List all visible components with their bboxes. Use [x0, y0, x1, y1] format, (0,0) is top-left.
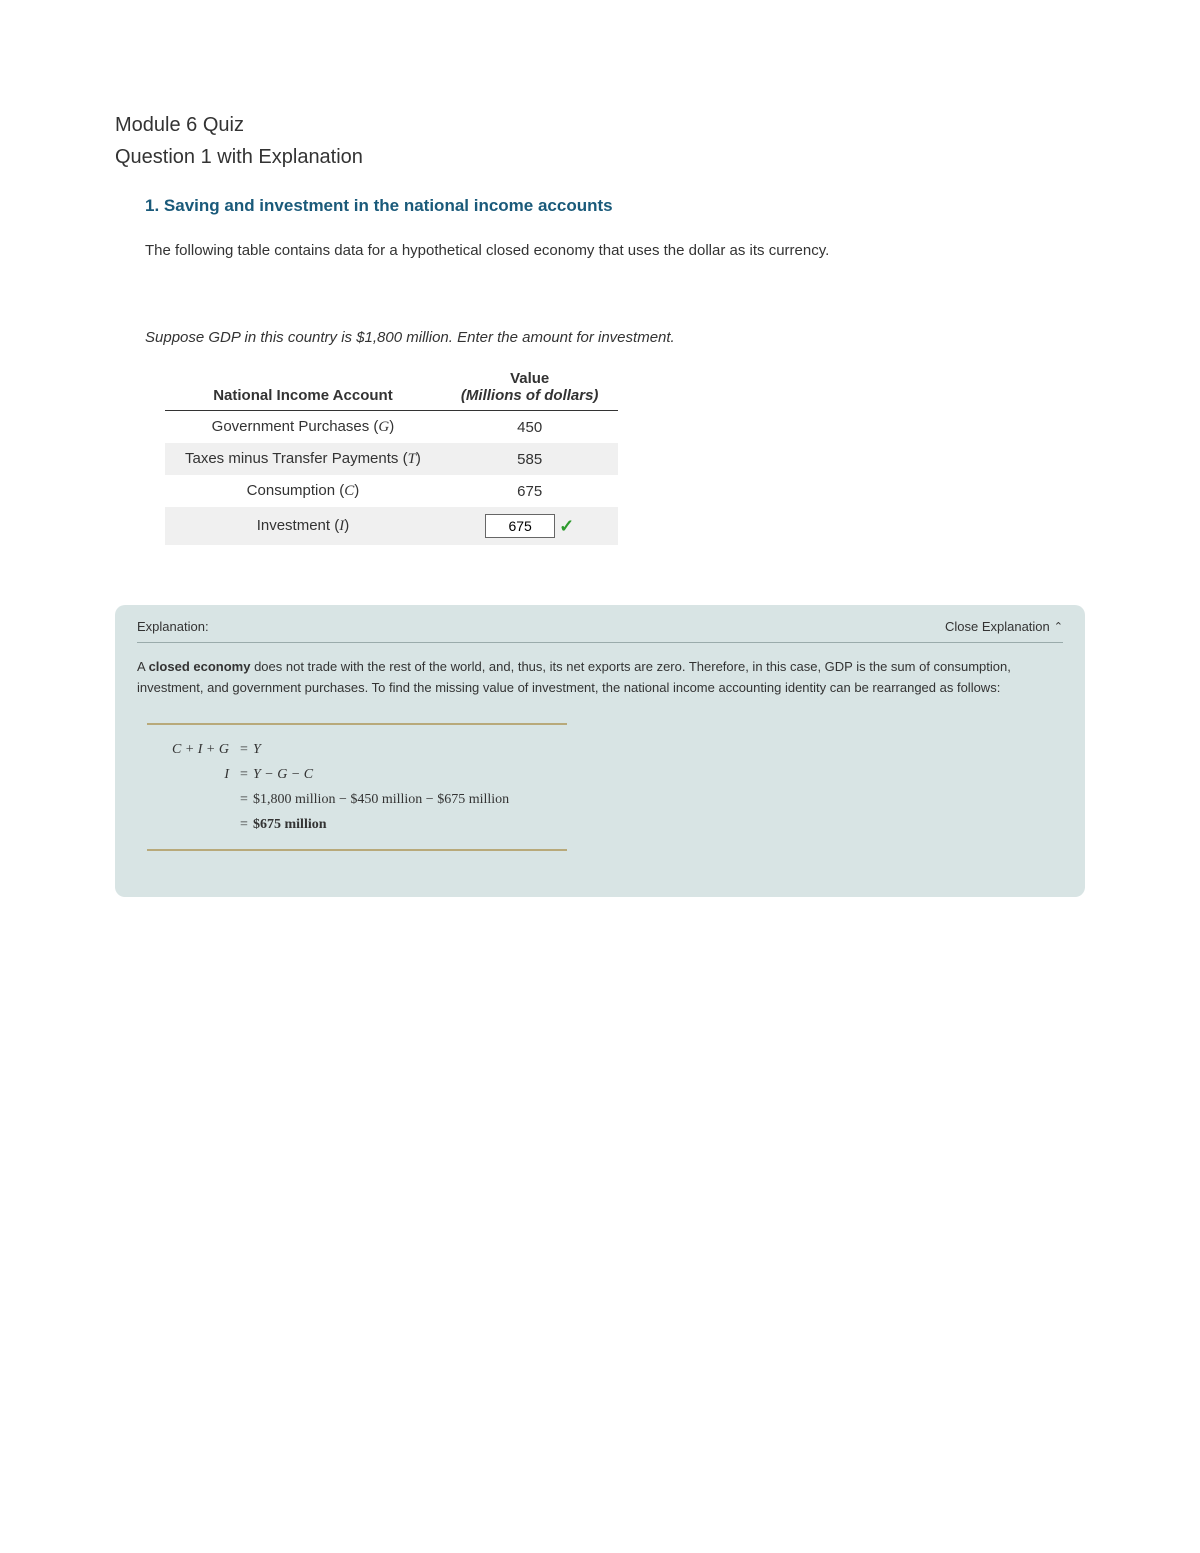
table-header-account: National Income Account	[165, 364, 441, 411]
table-row: Investment (I) ✓	[165, 507, 618, 545]
explanation-header: Explanation: Close Explanation ⌃	[137, 619, 1063, 643]
table-row: Government Purchases (G) 450	[165, 411, 618, 444]
check-icon: ✓	[559, 516, 574, 537]
table-row: Consumption (C) 675	[165, 475, 618, 507]
explanation-body: A closed economy does not trade with the…	[137, 657, 1063, 699]
equation-rule-bottom	[147, 849, 567, 851]
module-title: Module 6 Quiz	[115, 110, 1085, 140]
question-subtitle: Question 1 with Explanation	[115, 142, 1085, 172]
row-value-input-cell: ✓	[441, 507, 619, 545]
row-label: Taxes minus Transfer Payments (T)	[165, 443, 441, 475]
row-value: 675	[441, 475, 619, 507]
close-explanation-button[interactable]: Close Explanation ⌃	[945, 619, 1063, 634]
equation-rule-top	[147, 723, 567, 725]
national-income-table: National Income Account Value (Millions …	[165, 364, 618, 545]
question-title: 1. Saving and investment in the national…	[145, 196, 1085, 216]
row-label: Consumption (C)	[165, 475, 441, 507]
question-intro: The following table contains data for a …	[145, 242, 1085, 259]
row-value: 585	[441, 443, 619, 475]
equation-lines: C + I + G = Y I = Y − G − C = $1,800 mil…	[147, 731, 567, 844]
row-value: 450	[441, 411, 619, 444]
chevron-up-icon: ⌃	[1054, 620, 1063, 633]
row-label: Government Purchases (G)	[165, 411, 441, 444]
explanation-label: Explanation:	[137, 619, 209, 634]
question-prompt: Suppose GDP in this country is $1,800 mi…	[145, 329, 1085, 346]
table-row: Taxes minus Transfer Payments (T) 585	[165, 443, 618, 475]
equation-block: C + I + G = Y I = Y − G − C = $1,800 mil…	[147, 723, 567, 852]
row-label: Investment (I)	[165, 507, 441, 545]
question-area: 1. Saving and investment in the national…	[115, 196, 1085, 545]
explanation-panel: Explanation: Close Explanation ⌃ A close…	[115, 605, 1085, 897]
page-root: Module 6 Quiz Question 1 with Explanatio…	[0, 0, 1200, 897]
table-header-value: Value (Millions of dollars)	[441, 364, 619, 411]
investment-input[interactable]	[485, 514, 555, 538]
